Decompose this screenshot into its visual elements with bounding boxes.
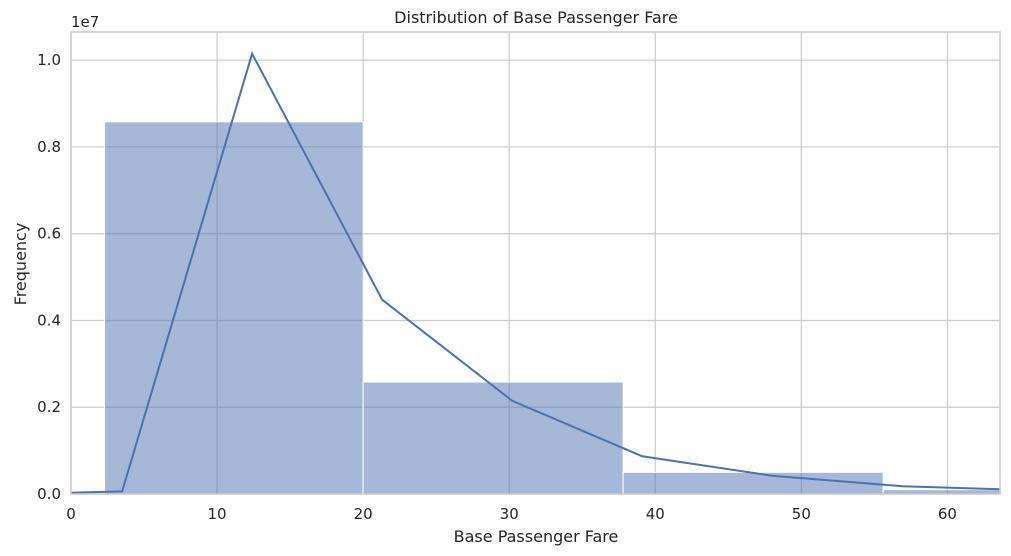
x-tick-label: 60 [938,505,957,523]
y-offset-label: 1e7 [71,13,99,31]
x-tick-label: 40 [646,505,665,523]
histogram-bar [882,489,1000,494]
y-axis-ticks: 0.0 0.2 0.4 0.6 0.8 1.0 [37,51,61,503]
y-tick-label: 1.0 [37,51,61,69]
plot-frame [70,31,1001,495]
y-tick-label: 0.4 [37,311,61,329]
x-tick-label: 10 [208,505,227,523]
x-axis-ticks: 0 10 20 30 40 50 60 [66,505,957,523]
x-axis-title: Base Passenger Fare [454,527,619,546]
chart-title: Distribution of Base Passenger Fare [394,8,678,27]
x-tick-label: 30 [500,505,519,523]
x-tick-label: 20 [354,505,373,523]
histogram-bar [622,471,884,494]
plot-border [70,31,1001,495]
y-tick-label: 0.0 [37,485,61,503]
histogram-bars [104,121,1000,494]
kde-line [71,51,1000,494]
y-axis-title: Frequency [11,223,30,306]
x-tick-label: 0 [66,505,76,523]
y-tick-label: 0.6 [37,225,61,243]
histogram-bar [362,381,624,494]
y-tick-label: 0.8 [37,138,61,156]
histogram-bar [104,121,364,494]
y-tick-label: 0.2 [37,398,61,416]
x-tick-label: 50 [792,505,811,523]
kde-line-layer [71,51,1000,494]
